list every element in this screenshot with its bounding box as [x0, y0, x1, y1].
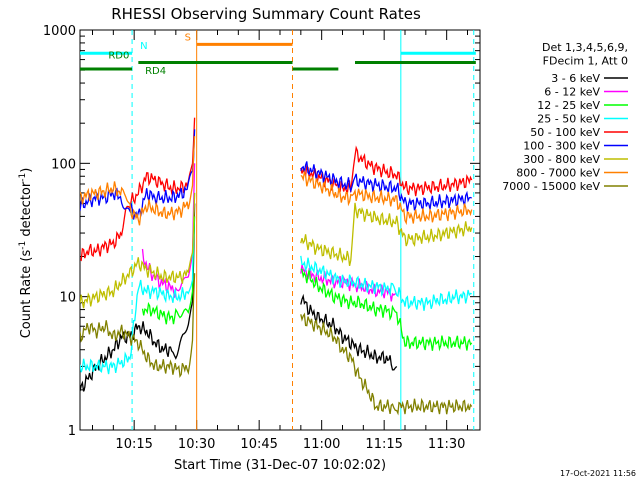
plot-area: 1 10 100 1000 10:15 10:30 10:45 11:00 11:15 11:30… [43, 24, 481, 452]
y-tick-label: 1 [68, 424, 76, 439]
series-line [300, 268, 473, 352]
series-line [300, 255, 472, 311]
x-tick-label: 11:30 [428, 437, 465, 452]
plot-frame [79, 29, 481, 431]
series-line [80, 273, 196, 379]
x-tick-label: 11:15 [365, 437, 402, 452]
series-line [300, 145, 473, 197]
legend-entry-label: 6 - 12 keV [544, 86, 600, 99]
legend-entry-label: 7000 - 15000 keV [502, 180, 600, 193]
series-line [300, 293, 398, 371]
series-line [80, 203, 196, 392]
timestamp: 17-Oct-2021 11:56 [560, 469, 636, 478]
x-axis-label: Start Time (31-Dec-07 10:02:02) [174, 458, 386, 473]
x-tick-label: 10:45 [240, 437, 277, 452]
legend-entry-label: 25 - 50 keV [537, 113, 600, 126]
chart-title: RHESSI Observing Summary Count Rates [111, 5, 421, 23]
state-bar-label: RD0 [108, 51, 129, 62]
x-tick-label: 10:30 [178, 437, 215, 452]
series-line [300, 202, 473, 267]
state-bar-label: N [140, 41, 147, 52]
legend-entry-label: 800 - 7000 keV [516, 167, 600, 180]
y-tick-label: 100 [51, 157, 76, 172]
series-line [80, 136, 196, 226]
series-line [80, 117, 196, 262]
series-line [80, 192, 196, 375]
y-tick-label: 10 [59, 291, 76, 306]
series-line [80, 129, 196, 220]
series-line [300, 161, 472, 212]
legend-entry-label: 50 - 100 keV [530, 126, 600, 139]
legend-entry-label: 12 - 25 keV [537, 99, 600, 112]
legend-entry-label: 100 - 300 keV [523, 140, 600, 153]
series-line [300, 312, 473, 416]
state-bar-label: S [185, 32, 191, 43]
y-tick-label: 1000 [43, 24, 76, 39]
x-tick-label: 10:15 [115, 437, 152, 452]
legend: Det 1,3,4,5,6,9,FDecim 1, Att 0 3 - 6 keV… [502, 41, 628, 193]
x-tick-label: 11:00 [303, 437, 340, 452]
y-axis-label: Count Rate (s-1 detector-1) [18, 168, 34, 339]
legend-entry-label: 3 - 6 keV [551, 72, 600, 85]
series-line [300, 169, 473, 226]
legend-entry-label: 300 - 800 keV [523, 153, 600, 166]
legend-header: FDecim 1, Att 0 [543, 55, 628, 68]
series-line [80, 192, 196, 309]
legend-header: Det 1,3,4,5,6,9, [542, 41, 628, 54]
series-group [80, 117, 473, 416]
series-line [141, 216, 196, 325]
state-bar-label: RD4 [145, 66, 166, 77]
